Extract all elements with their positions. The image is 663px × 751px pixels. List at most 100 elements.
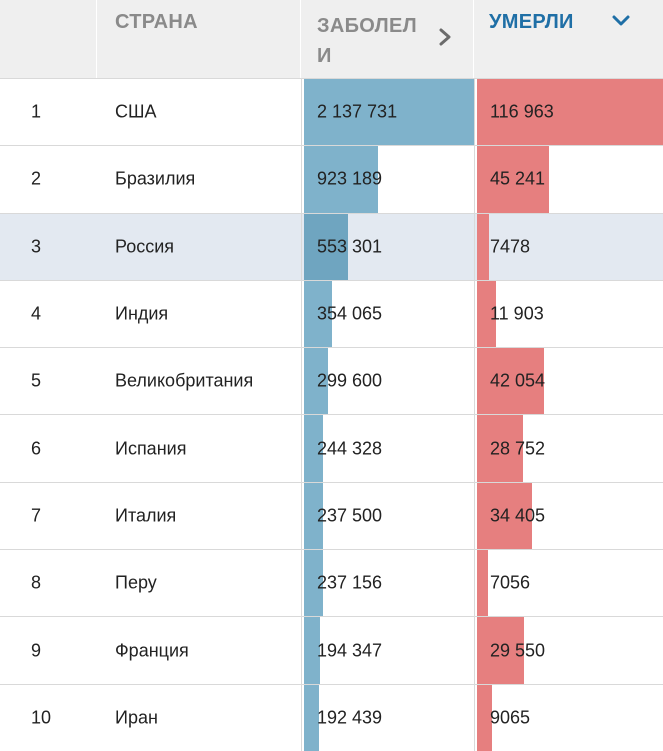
deaths-value: 45 241 [490, 168, 546, 189]
country-name: Индия [115, 303, 169, 324]
country-name: Перу [115, 572, 157, 593]
cases-cell: 2 137 731 [301, 79, 475, 146]
country-name: Испания [115, 438, 187, 459]
deaths-bar [477, 684, 492, 751]
rank-value: 4 [31, 303, 42, 324]
table-row[interactable]: 8 Перу 237 156 7056 [0, 549, 663, 617]
cases-bar [304, 617, 320, 684]
rank-cell: 4 [0, 281, 97, 347]
deaths-value: 34 405 [490, 505, 546, 526]
cases-bar [304, 79, 475, 146]
cases-bar [304, 684, 319, 751]
deaths-bar [477, 348, 544, 415]
rank-cell: 6 [0, 415, 97, 481]
country-cell: Франция [97, 617, 301, 683]
deaths-cell: 116 963 [474, 79, 663, 146]
deaths-value: 7478 [490, 236, 531, 257]
deaths-cell: 7478 [474, 213, 663, 280]
table-row[interactable]: 6 Испания 244 328 28 752 [0, 414, 663, 482]
deaths-value: 28 752 [490, 438, 546, 459]
cases-value: 2 137 731 [317, 101, 398, 122]
cases-value: 354 065 [317, 303, 383, 324]
cases-bar [304, 280, 332, 348]
cases-cell: 194 347 [301, 617, 474, 684]
deaths-cell: 34 405 [474, 482, 663, 550]
cases-value: 237 500 [317, 505, 383, 526]
rank-value: 9 [31, 640, 42, 661]
deaths-bar [477, 213, 489, 280]
table-row[interactable]: 2 Бразилия 923 189 45 241 [0, 145, 663, 213]
header-country[interactable]: СТРАНА [97, 0, 301, 78]
country-cell: Бразилия [97, 146, 301, 212]
rank-cell: 9 [0, 617, 97, 683]
country-cell: США [97, 79, 301, 145]
rank-value: 5 [31, 370, 42, 391]
table-row[interactable]: 9 Франция 194 347 29 550 [0, 616, 663, 684]
cases-cell: 354 065 [301, 280, 474, 348]
rank-value: 6 [31, 438, 42, 459]
deaths-bar [477, 482, 532, 550]
country-cell: Индия [97, 281, 301, 347]
country-name: США [115, 101, 157, 122]
cases-value: 192 439 [317, 707, 383, 728]
deaths-bar [477, 550, 488, 617]
country-name: Франция [115, 640, 189, 661]
table-row[interactable]: 3 Россия 553 301 7478 [0, 212, 663, 280]
country-cell: Италия [97, 483, 301, 549]
cases-cell: 299 600 [301, 348, 474, 415]
table-row[interactable]: 7 Италия 237 500 34 405 [0, 481, 663, 550]
table-row[interactable]: 4 Индия 354 065 11 903 [0, 279, 663, 348]
table-header: СТРАНА ЗАБОЛЕЛ И УМЕРЛИ [0, 0, 663, 78]
table-row[interactable]: 10 Иран 192 439 9065 [0, 683, 663, 751]
deaths-value: 42 054 [490, 370, 546, 391]
rank-cell: 7 [0, 483, 97, 549]
chevron-right-icon[interactable] [438, 27, 452, 47]
cases-cell: 237 500 [301, 482, 474, 550]
rank-cell: 2 [0, 146, 97, 212]
rank-cell: 8 [0, 550, 97, 616]
cases-value: 194 347 [317, 640, 383, 661]
deaths-bar [477, 617, 524, 684]
header-cases[interactable]: ЗАБОЛЕЛ И [301, 0, 474, 78]
cases-bar [304, 550, 323, 617]
country-name: Великобритания [115, 370, 254, 391]
country-name: Италия [115, 505, 177, 526]
cases-value: 237 156 [317, 572, 383, 593]
country-cell: Перу [97, 550, 301, 616]
cases-bar [304, 348, 328, 415]
deaths-cell: 29 550 [474, 617, 663, 684]
rank-cell: 1 [0, 79, 97, 145]
header-deaths[interactable]: УМЕРЛИ [474, 0, 663, 78]
rank-value: 10 [31, 707, 52, 728]
table-body: 1 США 2 137 731 116 963 2 Бразилия 923 189 45 2… [0, 78, 663, 751]
deaths-cell: 9065 [474, 684, 663, 751]
header-country-label: СТРАНА [115, 11, 198, 33]
rank-cell: 10 [0, 685, 97, 751]
header-cases-label: ЗАБОЛЕЛ И [317, 15, 417, 67]
deaths-cell: 11 903 [474, 280, 663, 348]
chevron-down-icon[interactable] [611, 13, 631, 29]
cases-bar [304, 415, 323, 482]
deaths-bar [477, 280, 496, 348]
rank-value: 7 [31, 505, 42, 526]
table-row[interactable]: 5 Великобритания 299 600 42 054 [0, 347, 663, 415]
rank-cell: 3 [0, 214, 97, 280]
country-cell: Иран [97, 685, 301, 751]
cases-cell: 553 301 [301, 213, 474, 280]
table-row[interactable]: 1 США 2 137 731 116 963 [0, 78, 663, 146]
deaths-bar [477, 415, 523, 482]
country-name: Бразилия [115, 168, 196, 189]
cases-cell: 244 328 [301, 415, 474, 482]
cases-value: 923 189 [317, 168, 383, 189]
country-name: Иран [115, 707, 158, 728]
rank-value: 1 [31, 101, 42, 122]
deaths-bar [477, 146, 549, 213]
deaths-cell: 42 054 [474, 348, 663, 415]
cases-bar [304, 482, 323, 550]
rank-value: 2 [31, 168, 42, 189]
cases-value: 299 600 [317, 370, 383, 391]
cases-cell: 237 156 [301, 550, 474, 617]
deaths-value: 116 963 [490, 101, 554, 122]
rank-cell: 5 [0, 348, 97, 414]
